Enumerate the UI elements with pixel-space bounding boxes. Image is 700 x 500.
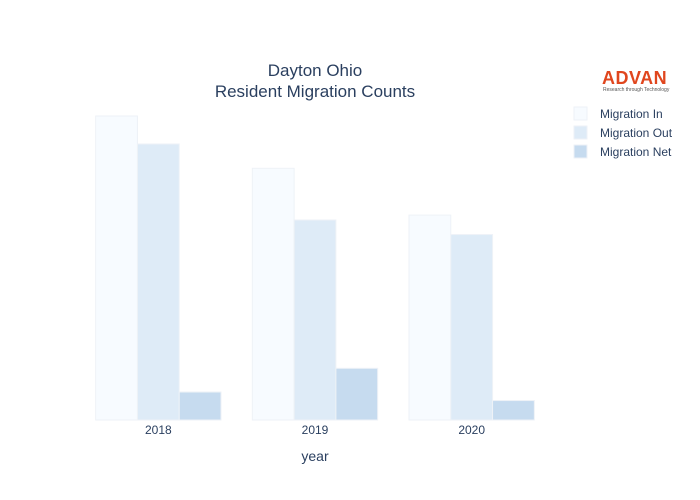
x-tick-label: 2019 xyxy=(302,423,329,437)
bar-migration-in-2020[interactable] xyxy=(408,214,452,421)
logo-tagline: Research through Technology xyxy=(603,87,670,93)
bar-migration-out-2019[interactable] xyxy=(293,219,337,421)
legend-swatch xyxy=(573,106,588,121)
chart-title: Dayton Ohio Resident Migration Counts xyxy=(215,61,415,101)
chart-title-line-2: Resident Migration Counts xyxy=(215,82,415,101)
legend-label: Migration Net xyxy=(600,145,672,159)
legend-item-migration-in[interactable]: Migration In xyxy=(573,106,663,121)
bar-migration-in-2018[interactable] xyxy=(95,115,138,421)
x-axis-ticks: 2018 2019 2020 xyxy=(145,423,485,437)
legend-item-migration-out[interactable]: Migration Out xyxy=(573,125,673,140)
legend-item-migration-net[interactable]: Migration Net xyxy=(573,144,672,159)
plot-area xyxy=(95,115,535,421)
legend-label: Migration In xyxy=(600,107,663,121)
logo-wordmark: ADVAN xyxy=(602,68,667,88)
x-tick-label: 2018 xyxy=(145,423,172,437)
chart-title-line-1: Dayton Ohio xyxy=(268,61,363,80)
bar-migration-net-2019[interactable] xyxy=(335,367,379,421)
bar-migration-out-2020[interactable] xyxy=(450,234,494,421)
legend-swatch xyxy=(573,144,588,159)
legend-swatch xyxy=(573,125,588,140)
bar-migration-net-2020[interactable] xyxy=(492,400,535,421)
legend[interactable]: Migration In Migration Out Migration Net xyxy=(573,106,673,159)
advan-logo: ADVAN Research through Technology xyxy=(602,68,670,93)
bar-migration-in-2019[interactable] xyxy=(251,167,295,421)
bar-migration-out-2018[interactable] xyxy=(136,143,180,421)
x-tick-label: 2020 xyxy=(458,423,485,437)
bar-migration-net-2018[interactable] xyxy=(178,391,222,421)
x-axis-title: year xyxy=(301,448,329,464)
legend-label: Migration Out xyxy=(600,126,673,140)
